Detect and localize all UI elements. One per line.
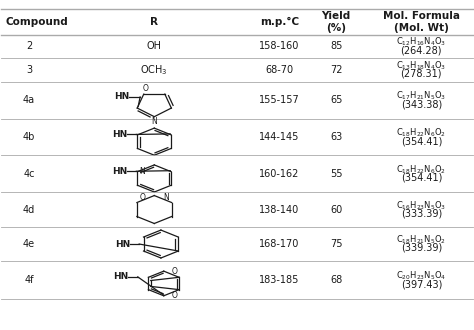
Text: N: N <box>164 193 169 202</box>
Text: Yield
(%): Yield (%) <box>322 11 351 33</box>
Text: 144-145: 144-145 <box>259 132 300 142</box>
Text: 68-70: 68-70 <box>265 65 293 75</box>
Text: C$_{12}$H$_{16}$N$_4$O$_3$: C$_{12}$H$_{16}$N$_4$O$_3$ <box>396 36 447 49</box>
Text: 155-157: 155-157 <box>259 95 300 105</box>
Text: C$_{18}$H$_{22}$N$_6$O$_2$: C$_{18}$H$_{22}$N$_6$O$_2$ <box>396 163 447 176</box>
Text: O: O <box>142 84 148 93</box>
Text: (264.28): (264.28) <box>401 45 442 55</box>
Text: 4d: 4d <box>23 205 35 214</box>
Text: 65: 65 <box>330 95 342 105</box>
Text: O: O <box>172 267 178 276</box>
Text: 55: 55 <box>330 169 343 179</box>
Text: N: N <box>139 167 145 176</box>
Text: C$_{18}$H$_{21}$N$_5$O$_2$: C$_{18}$H$_{21}$N$_5$O$_2$ <box>396 234 447 246</box>
Text: 4e: 4e <box>23 239 35 249</box>
Text: 160-162: 160-162 <box>259 169 300 179</box>
Text: R: R <box>150 17 158 27</box>
Text: m.p.°C: m.p.°C <box>260 17 299 27</box>
Text: O: O <box>172 291 178 300</box>
Text: (354.41): (354.41) <box>401 173 442 183</box>
Text: N: N <box>151 117 157 126</box>
Text: HN: HN <box>112 167 127 176</box>
Text: 72: 72 <box>330 65 343 75</box>
Text: 168-170: 168-170 <box>259 239 300 249</box>
Text: 138-140: 138-140 <box>259 205 300 214</box>
Text: C$_{13}$H$_{18}$N$_4$O$_3$: C$_{13}$H$_{18}$N$_4$O$_3$ <box>396 59 447 72</box>
Text: 63: 63 <box>330 132 342 142</box>
Text: (343.38): (343.38) <box>401 99 442 109</box>
Text: (397.43): (397.43) <box>401 279 442 289</box>
Text: HN: HN <box>113 272 128 281</box>
Text: C$_{20}$H$_{23}$N$_5$O$_4$: C$_{20}$H$_{23}$N$_5$O$_4$ <box>396 270 447 282</box>
Text: 85: 85 <box>330 41 342 51</box>
Text: 158-160: 158-160 <box>259 41 300 51</box>
Text: 75: 75 <box>330 239 343 249</box>
Text: OCH$_3$: OCH$_3$ <box>140 63 168 77</box>
Text: C$_{16}$H$_{23}$N$_5$O$_3$: C$_{16}$H$_{23}$N$_5$O$_3$ <box>396 199 447 212</box>
Text: 3: 3 <box>26 65 32 75</box>
Text: OH: OH <box>147 41 162 51</box>
Text: 60: 60 <box>330 205 342 214</box>
Text: 68: 68 <box>330 275 342 285</box>
Text: Compound: Compound <box>5 17 68 27</box>
Text: 4a: 4a <box>23 95 35 105</box>
Text: (339.39): (339.39) <box>401 243 442 253</box>
Text: 4b: 4b <box>23 132 35 142</box>
Text: HN: HN <box>115 240 130 248</box>
Text: HN: HN <box>112 130 127 139</box>
Text: (278.31): (278.31) <box>401 69 442 79</box>
Text: Mol. Formula
(Mol. Wt): Mol. Formula (Mol. Wt) <box>383 11 460 33</box>
Text: HN: HN <box>114 92 129 102</box>
Text: (333.39): (333.39) <box>401 209 442 218</box>
Text: C$_{18}$H$_{22}$N$_6$O$_2$: C$_{18}$H$_{22}$N$_6$O$_2$ <box>396 126 447 139</box>
Text: O: O <box>139 193 145 202</box>
Text: (354.41): (354.41) <box>401 136 442 146</box>
Text: 183-185: 183-185 <box>259 275 300 285</box>
Text: 4c: 4c <box>23 169 35 179</box>
Text: 2: 2 <box>26 41 32 51</box>
Text: 4f: 4f <box>24 275 34 285</box>
Text: C$_{17}$H$_{21}$N$_5$O$_3$: C$_{17}$H$_{21}$N$_5$O$_3$ <box>396 90 447 102</box>
